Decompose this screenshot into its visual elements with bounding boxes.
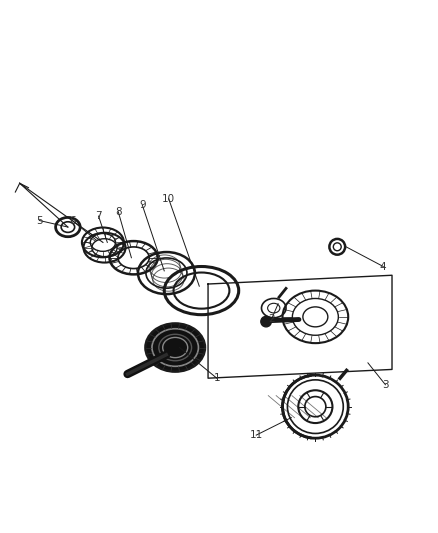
Text: 2: 2: [268, 314, 275, 324]
Text: 9: 9: [139, 200, 146, 210]
Text: 11: 11: [250, 430, 263, 440]
Circle shape: [261, 317, 271, 327]
Text: 7: 7: [95, 211, 102, 221]
Text: 1: 1: [213, 373, 220, 383]
Text: 10: 10: [162, 193, 175, 204]
Text: 3: 3: [382, 379, 389, 390]
Text: 5: 5: [36, 215, 43, 225]
Text: 4: 4: [380, 262, 387, 271]
Text: 8: 8: [115, 207, 122, 217]
Ellipse shape: [145, 324, 205, 372]
Text: 6: 6: [69, 215, 76, 225]
